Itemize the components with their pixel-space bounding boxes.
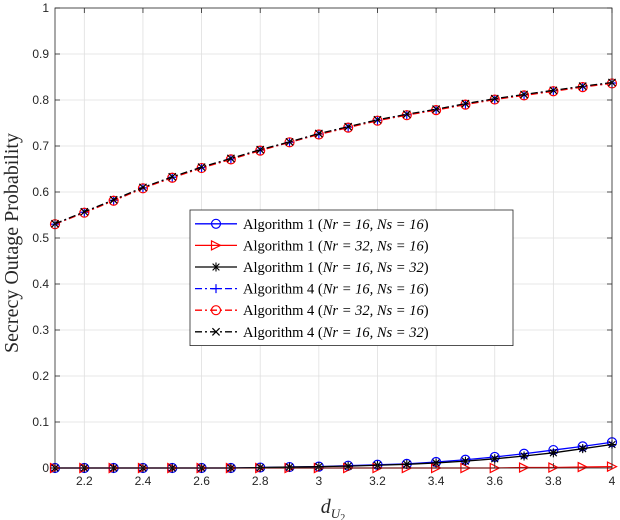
- legend: Algorithm 1 (Nr = 16, Ns = 16) Algorithm …: [189, 209, 514, 347]
- data-point: [284, 137, 295, 148]
- data-point: [256, 145, 265, 154]
- y-tick-label: 0.3: [32, 323, 49, 337]
- data-point: [226, 154, 235, 163]
- x-tick-label: 2.2: [76, 474, 93, 488]
- y-axis-label: Secrecy Outage Probability: [1, 133, 23, 353]
- data-point: [548, 448, 558, 458]
- legend-entry-5: Algorithm 4 (Nr = 32, Ns = 16): [243, 303, 429, 319]
- legend-marker: [211, 327, 221, 336]
- data-point: [549, 86, 558, 95]
- y-tick-label: 0.6: [32, 185, 49, 199]
- y-tick-label: 0.7: [32, 139, 49, 153]
- data-point: [344, 122, 353, 131]
- legend-entry-6: Algorithm 4 (Nr = 16, Ns = 32): [243, 325, 429, 341]
- legend-entry-2: Algorithm 1 (Nr = 32, Ns = 16): [243, 238, 429, 254]
- data-point: [108, 195, 119, 206]
- legend-marker: [211, 262, 221, 272]
- x-tick-label: 3.4: [428, 474, 445, 488]
- x-tick-label: 3.6: [486, 474, 503, 488]
- data-point: [461, 99, 470, 108]
- data-point: [578, 444, 588, 454]
- x-axis-label: dU2: [321, 496, 345, 520]
- data-point: [137, 183, 149, 194]
- data-point: [518, 462, 530, 474]
- data-point: [197, 163, 206, 172]
- data-point: [519, 451, 529, 461]
- data-point: [285, 137, 294, 146]
- data-point: [168, 172, 177, 181]
- data-point: [80, 207, 89, 216]
- ticks: 2.2 2.4 2.6 2.8 3 3.2 3.4 3.6 3.8 4 0 0.1 0.2 0.3 0.4 0…: [32, 1, 615, 488]
- data-point: [432, 105, 441, 114]
- data-point: [79, 207, 90, 218]
- data-point: [520, 90, 529, 99]
- series-6: [50, 78, 617, 228]
- series-line-4: [54, 82, 613, 225]
- data-point: [343, 461, 353, 471]
- data-point: [373, 115, 382, 124]
- legend-marker: [210, 218, 222, 229]
- y-tick-label: 0.9: [32, 47, 49, 61]
- data-point: [402, 110, 411, 119]
- y-tick-label: 0.8: [32, 93, 49, 107]
- series-2: [49, 461, 618, 474]
- legend-box: [189, 209, 514, 347]
- series-line-5: [54, 82, 613, 225]
- data-point: [490, 454, 500, 464]
- legend-marker: [210, 239, 222, 251]
- data-point: [285, 462, 295, 472]
- data-point: [109, 195, 118, 204]
- x-tick-label: 2.6: [193, 474, 210, 488]
- data-point: [402, 459, 412, 469]
- legend-entry-3: Algorithm 1 (Nr = 16, Ns = 32): [243, 260, 429, 276]
- data-point: [460, 456, 470, 466]
- legend-marker: [211, 284, 221, 294]
- y-tick-label: 0.4: [32, 277, 49, 291]
- x-tick-label: 2.8: [252, 474, 269, 488]
- data-point: [314, 129, 323, 138]
- data-point: [167, 172, 178, 183]
- y-tick-label: 1: [42, 1, 49, 15]
- x-tick-label: 3.2: [369, 474, 386, 488]
- series-4: [50, 78, 617, 229]
- data-point: [431, 458, 441, 468]
- y-tick-label: 0.5: [32, 231, 49, 245]
- legend-marker: [210, 305, 222, 316]
- data-point: [490, 94, 499, 103]
- x-tick-label: 3: [315, 474, 322, 488]
- data-point: [138, 183, 147, 192]
- data-point: [578, 82, 587, 91]
- legend-entry-1: Algorithm 1 (Nr = 16, Ns = 16): [243, 217, 429, 233]
- x-tick-label: 4: [609, 474, 616, 488]
- x-tick-label: 2.4: [135, 474, 152, 488]
- data-point: [577, 461, 589, 473]
- series-line-6: [54, 81, 613, 225]
- legend-entry-4: Algorithm 4 (Nr = 16, Ns = 16): [243, 282, 429, 298]
- y-tick-label: 0: [42, 461, 49, 475]
- x-tick-label: 3.8: [545, 474, 562, 488]
- y-tick-label: 0.1: [32, 415, 49, 429]
- y-tick-label: 0.2: [32, 369, 49, 383]
- series-5: [49, 78, 618, 230]
